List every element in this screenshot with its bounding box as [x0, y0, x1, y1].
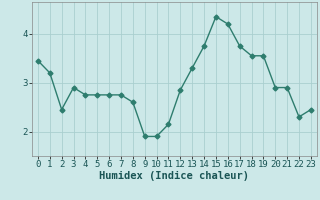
X-axis label: Humidex (Indice chaleur): Humidex (Indice chaleur) — [100, 171, 249, 181]
